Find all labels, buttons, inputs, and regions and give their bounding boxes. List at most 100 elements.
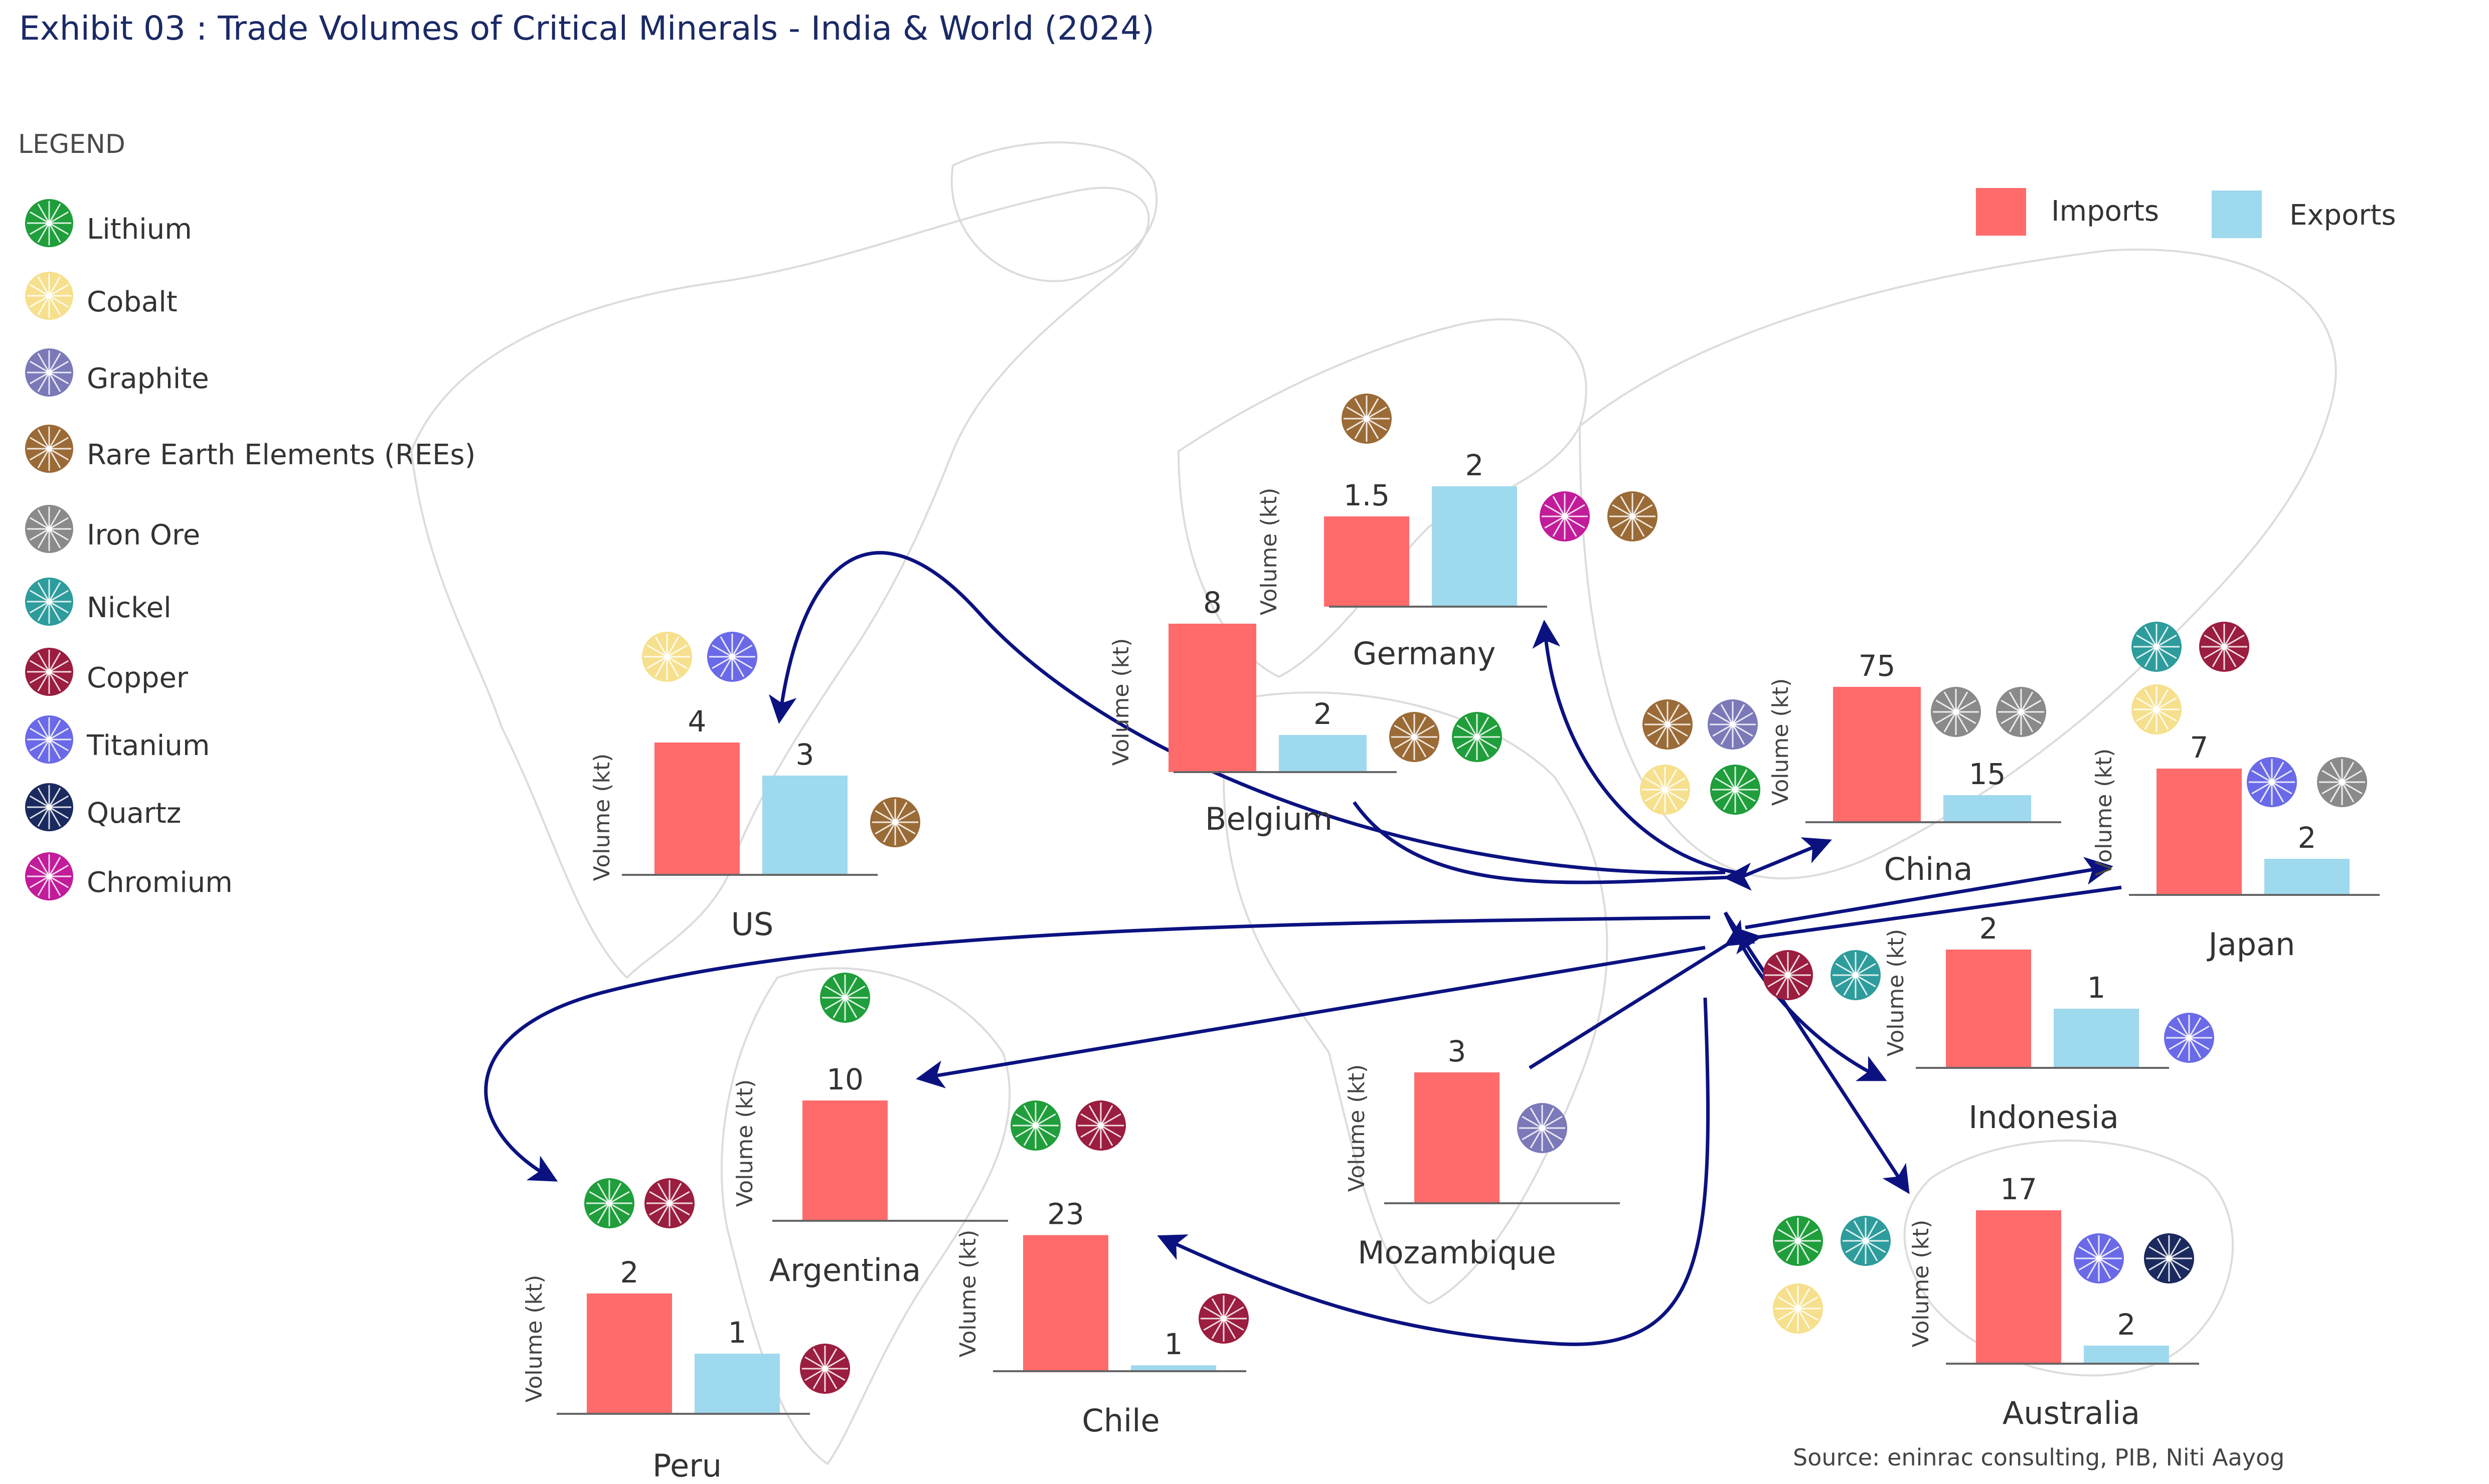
y-axis-label: Volume (kt) bbox=[589, 754, 615, 881]
exports-value-label: 1 bbox=[1165, 1327, 1183, 1361]
country-name: China bbox=[1884, 851, 1972, 887]
lithium-icon bbox=[1773, 1216, 1823, 1266]
exports-bar bbox=[1131, 1365, 1216, 1371]
country-chart-us: 4 3 Volume (kt) US bbox=[589, 632, 920, 943]
trade-arrow bbox=[916, 946, 1706, 1088]
exports-bar bbox=[1279, 735, 1367, 772]
cobalt-icon bbox=[25, 272, 73, 320]
nickel-icon bbox=[2131, 622, 2182, 672]
page-title: Exhibit 03 : Trade Volumes of Critical M… bbox=[19, 9, 1154, 48]
imports-bar bbox=[654, 743, 740, 875]
series-legend: Imports Exports bbox=[1976, 188, 2396, 238]
country-name: Mozambique bbox=[1358, 1234, 1556, 1271]
iron-icon bbox=[25, 505, 73, 553]
exports-value-label: 1 bbox=[2087, 971, 2106, 1005]
graphite-icon bbox=[25, 348, 73, 397]
trade-arrow bbox=[1739, 837, 1832, 879]
trade-arrow bbox=[1532, 620, 1736, 874]
copper-icon bbox=[1199, 1293, 1249, 1344]
imports-bar bbox=[1414, 1072, 1500, 1203]
exports-value-label: 3 bbox=[796, 737, 814, 772]
copper-icon bbox=[25, 648, 73, 696]
y-axis-label: Volume (kt) bbox=[1883, 929, 1909, 1057]
y-axis-label: Volume (kt) bbox=[732, 1079, 758, 1207]
ree-icon bbox=[1607, 491, 1657, 541]
country-chart-chile: 23 1 Volume (kt) Chile bbox=[955, 1100, 1249, 1439]
legend-label: Copper bbox=[87, 662, 188, 694]
map-greenland bbox=[950, 141, 1158, 282]
imports-bar bbox=[1023, 1235, 1108, 1371]
exports-bar bbox=[2084, 1346, 2169, 1364]
trade-arrow bbox=[1157, 997, 1710, 1346]
imports-bar bbox=[2156, 769, 2242, 895]
exports-value-label: 15 bbox=[1969, 757, 2006, 791]
trade-arrow bbox=[768, 551, 1726, 875]
iron-icon bbox=[2317, 757, 2367, 807]
y-axis-label: Volume (kt) bbox=[955, 1230, 981, 1358]
graphite-icon bbox=[1708, 699, 1758, 750]
lithium-icon bbox=[25, 199, 73, 247]
y-axis-label: Volume (kt) bbox=[1256, 488, 1282, 616]
iron-icon bbox=[1996, 687, 2046, 737]
titanium-icon bbox=[2074, 1233, 2124, 1283]
imports-value-label: 75 bbox=[1859, 649, 1896, 683]
lithium-icon bbox=[584, 1178, 634, 1228]
imports-bar bbox=[1833, 687, 1921, 822]
quartz-icon bbox=[2144, 1233, 2194, 1283]
chromium-icon bbox=[1540, 491, 1590, 541]
nickel-icon bbox=[1841, 1216, 1891, 1266]
source-note: Source: eninrac consulting, PIB, Niti Aa… bbox=[1793, 1444, 2285, 1471]
imports-bar bbox=[1324, 516, 1409, 607]
cobalt-icon bbox=[642, 632, 692, 682]
imports-value-label: 23 bbox=[1047, 1197, 1084, 1231]
y-axis-label: Volume (kt) bbox=[2091, 749, 2117, 876]
country-chart-belgium: 8 2 Volume (kt) Belgium bbox=[1108, 586, 1502, 837]
exports-bar bbox=[695, 1354, 780, 1414]
country-name: Indonesia bbox=[1968, 1099, 2119, 1136]
exports-bar bbox=[1943, 795, 2031, 822]
imports-value-label: 10 bbox=[826, 1062, 864, 1096]
imports-bar bbox=[1946, 950, 2031, 1068]
exports-value-label: 2 bbox=[1465, 448, 1484, 482]
legend-label: Graphite bbox=[87, 362, 209, 395]
country-chart-mozambique: 3 Volume (kt) Mozambique bbox=[1344, 1034, 1620, 1271]
legend-label: Quartz bbox=[87, 797, 182, 830]
legend-heading: LEGEND bbox=[18, 129, 125, 159]
country-chart-japan: 7 2 Volume (kt) Japan bbox=[2091, 622, 2380, 963]
y-axis-label: Volume (kt) bbox=[522, 1275, 547, 1403]
y-axis-label: Volume (kt) bbox=[1908, 1220, 1934, 1348]
lithium-icon bbox=[1011, 1100, 1061, 1151]
copper-icon bbox=[2199, 622, 2249, 672]
exports-value-label: 2 bbox=[1313, 697, 1332, 731]
titanium-icon bbox=[707, 632, 757, 682]
trade-arrow bbox=[1353, 801, 1752, 891]
country-chart-indonesia: 2 1 Volume (kt) Indonesia bbox=[1763, 911, 2214, 1136]
country-chart-argentina: 10 Volume (kt) Argentina bbox=[732, 973, 1008, 1288]
chromium-icon bbox=[25, 852, 73, 900]
y-axis-label: Volume (kt) bbox=[1344, 1064, 1370, 1192]
country-chart-china: 75 15 Volume (kt) China bbox=[1640, 649, 2061, 887]
imports-value-label: 1.5 bbox=[1344, 478, 1390, 512]
legend-label: Nickel bbox=[87, 592, 172, 624]
trade-arrow bbox=[1732, 885, 2122, 955]
titanium-icon bbox=[2247, 757, 2297, 807]
country-name: Belgium bbox=[1205, 801, 1333, 837]
imports-value-label: 17 bbox=[2000, 1172, 2037, 1206]
imports-value-label: 7 bbox=[2190, 730, 2209, 765]
map-australia bbox=[1903, 1140, 2234, 1377]
legend-label: Iron Ore bbox=[87, 519, 201, 551]
legend-label: Lithium bbox=[87, 213, 192, 246]
y-axis-label: Volume (kt) bbox=[1108, 638, 1134, 766]
cobalt-icon bbox=[2131, 684, 2182, 734]
copper-icon bbox=[1076, 1100, 1126, 1151]
ree-icon bbox=[1389, 712, 1439, 762]
country-name: Germany bbox=[1353, 635, 1496, 672]
titanium-icon bbox=[25, 715, 73, 764]
exports-value-label: 2 bbox=[2117, 1308, 2136, 1342]
country-bar-charts: 1.5 2 Volume (kt) Germany 8 2 Volume (kt) Belgi… bbox=[522, 394, 2380, 1484]
trade-arrow bbox=[1529, 919, 1756, 1069]
imports-legend-label: Imports bbox=[2051, 195, 2159, 228]
copper-icon bbox=[800, 1344, 850, 1394]
ree-icon bbox=[1642, 699, 1693, 750]
trade-arrow bbox=[1724, 911, 1910, 1194]
